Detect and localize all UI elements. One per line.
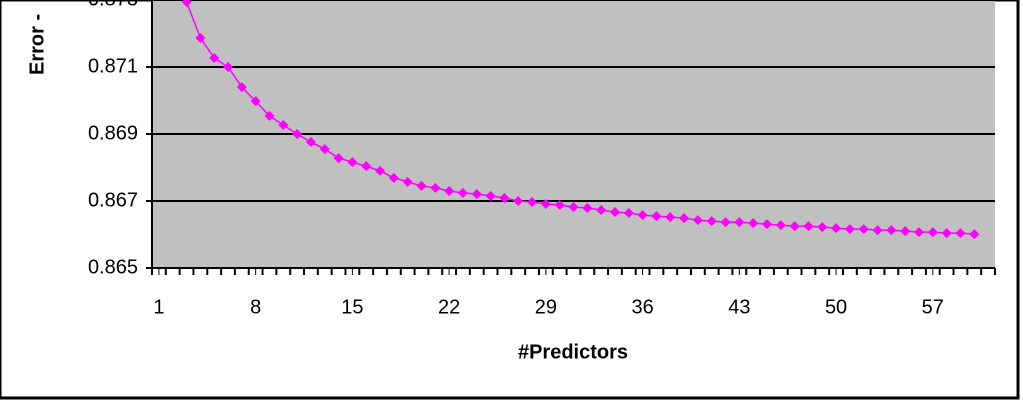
data-point bbox=[775, 220, 786, 231]
data-point bbox=[803, 221, 814, 232]
data-point bbox=[872, 225, 883, 236]
data-point bbox=[554, 200, 565, 211]
data-point bbox=[250, 96, 261, 107]
data-point bbox=[844, 224, 855, 235]
data-point bbox=[748, 218, 759, 229]
data-point bbox=[444, 185, 455, 196]
data-point bbox=[734, 217, 745, 228]
data-point bbox=[292, 129, 303, 139]
x-tick-label: 8 bbox=[250, 296, 261, 318]
data-point bbox=[347, 157, 358, 168]
y-tick-label: 0.873 bbox=[88, 0, 138, 10]
data-point bbox=[886, 225, 897, 236]
data-point bbox=[789, 221, 800, 232]
data-point bbox=[236, 82, 247, 93]
x-tick-label: 43 bbox=[728, 296, 750, 318]
data-point bbox=[941, 228, 952, 239]
data-point bbox=[471, 188, 482, 199]
data-point bbox=[568, 202, 579, 213]
data-point bbox=[900, 226, 911, 237]
data-point bbox=[416, 180, 427, 191]
y-tick-label: 0.867 bbox=[88, 189, 138, 211]
data-point bbox=[375, 165, 386, 176]
data-point bbox=[692, 215, 703, 226]
data-point bbox=[499, 192, 510, 203]
data-point bbox=[720, 217, 731, 228]
series-line bbox=[185, 1, 975, 235]
data-point bbox=[388, 172, 399, 183]
x-tick-label: 15 bbox=[341, 296, 363, 318]
data-point bbox=[333, 153, 344, 164]
data-point bbox=[927, 227, 938, 238]
data-point bbox=[195, 32, 206, 43]
data-point bbox=[527, 197, 538, 208]
data-point bbox=[858, 224, 869, 235]
y-tick-label: 0.869 bbox=[88, 122, 138, 144]
x-tick-label: 57 bbox=[922, 296, 944, 318]
data-point bbox=[582, 203, 593, 214]
data-point bbox=[540, 199, 551, 210]
data-point bbox=[319, 144, 330, 155]
data-point bbox=[223, 62, 234, 72]
data-point bbox=[817, 222, 828, 233]
data-point bbox=[637, 210, 648, 221]
data-point bbox=[305, 137, 316, 148]
data-point bbox=[969, 229, 980, 240]
data-point bbox=[609, 207, 620, 218]
x-tick-label: 36 bbox=[631, 296, 653, 318]
data-point bbox=[513, 196, 524, 206]
data-point bbox=[209, 52, 220, 63]
data-point bbox=[264, 110, 275, 121]
x-tick-label: 22 bbox=[438, 296, 460, 318]
x-tick-label: 50 bbox=[825, 296, 847, 318]
data-point bbox=[278, 119, 289, 130]
data-point bbox=[623, 208, 634, 219]
data-point bbox=[361, 161, 372, 172]
data-point bbox=[679, 213, 690, 224]
data-point bbox=[831, 223, 842, 234]
data-point bbox=[761, 219, 772, 230]
data-point bbox=[913, 227, 924, 238]
data-point bbox=[181, 0, 192, 8]
x-tick-label: 1 bbox=[153, 296, 164, 318]
data-point bbox=[955, 228, 966, 239]
data-point bbox=[402, 176, 413, 187]
data-point bbox=[665, 212, 676, 223]
data-point bbox=[596, 205, 607, 216]
data-point bbox=[651, 211, 662, 222]
x-tick-label: 29 bbox=[535, 296, 557, 318]
y-tick-label: 0.871 bbox=[88, 55, 138, 77]
data-point bbox=[457, 187, 468, 198]
y-tick-label: 0.865 bbox=[88, 256, 138, 278]
data-point bbox=[706, 216, 717, 227]
y-axis-label: Error - bbox=[26, 14, 48, 75]
x-axis-label: #Predictors bbox=[518, 341, 628, 363]
data-point bbox=[485, 190, 496, 201]
data-point bbox=[430, 182, 441, 193]
